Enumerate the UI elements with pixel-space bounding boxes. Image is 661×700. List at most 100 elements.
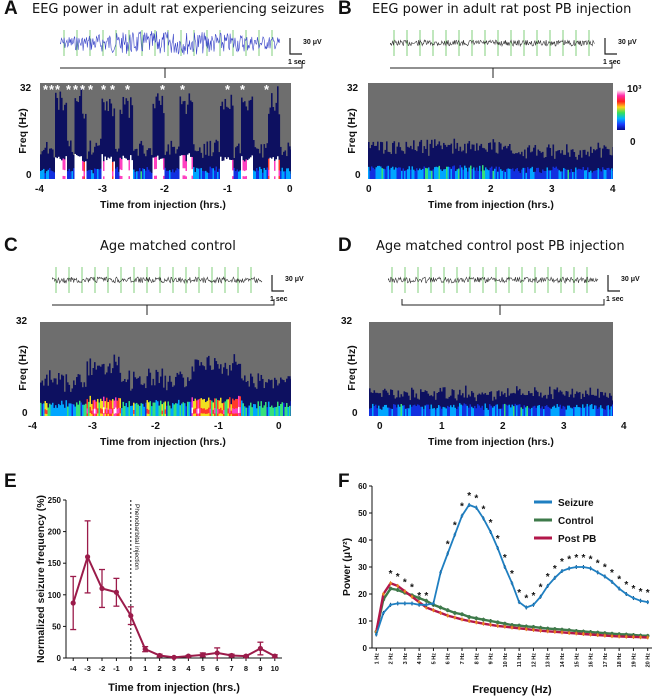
data-point bbox=[214, 650, 220, 656]
spectrogram-column bbox=[67, 140, 69, 179]
spectrogram-low-band bbox=[421, 406, 424, 416]
spectrogram-low-band bbox=[50, 404, 53, 416]
spectrogram-image bbox=[368, 83, 613, 179]
spectrogram-column bbox=[127, 100, 129, 179]
spectrogram-column bbox=[438, 141, 441, 179]
spectrogram-low-band bbox=[185, 406, 188, 416]
spectrogram-peak bbox=[221, 410, 224, 415]
spectrogram-low-band bbox=[115, 168, 117, 179]
spectrogram-column bbox=[570, 149, 573, 179]
spectrogram-column bbox=[176, 372, 179, 416]
spectrogram-low-band bbox=[86, 399, 89, 416]
y-tick-label: 20 bbox=[358, 590, 367, 599]
spectrogram-column bbox=[128, 370, 131, 416]
spectrogram-low-band bbox=[387, 407, 389, 416]
spectrogram-column bbox=[284, 150, 287, 179]
spectrogram-column bbox=[61, 97, 63, 179]
spectrogram-low-band bbox=[395, 167, 397, 179]
spectrogram-low-band bbox=[520, 407, 523, 416]
x-tick-label: 0 bbox=[129, 664, 133, 673]
spectrogram-column bbox=[239, 363, 242, 416]
spectrogram-peak bbox=[247, 170, 249, 177]
spectrogram-column bbox=[532, 396, 535, 416]
data-point bbox=[446, 552, 450, 555]
spectrogram-peak bbox=[104, 168, 107, 176]
spectrogram-column bbox=[232, 105, 234, 179]
spectrogram-peak bbox=[104, 409, 107, 414]
spectrogram-low-band bbox=[600, 171, 603, 179]
spectrogram-column bbox=[211, 156, 213, 179]
spectrogram-column bbox=[388, 395, 391, 416]
x-tick-label: 1 bbox=[143, 664, 147, 673]
spectrogram-low-band bbox=[140, 171, 143, 179]
spectrogram-low-band bbox=[119, 157, 122, 179]
spectrogram-column bbox=[504, 145, 507, 179]
spectrogram-low-band bbox=[107, 401, 110, 416]
spectrogram-column bbox=[608, 149, 610, 179]
data-point bbox=[85, 554, 91, 560]
spectrogram-low-band bbox=[402, 168, 405, 179]
x-tick-label: 11 Hz bbox=[517, 653, 523, 667]
spectrogram-low-band bbox=[552, 406, 554, 416]
spectrogram-low-band bbox=[160, 158, 162, 179]
spectrogram-low-band bbox=[64, 159, 66, 179]
spectrogram-column bbox=[513, 392, 515, 416]
spectrogram-low-band bbox=[47, 169, 50, 179]
spectrogram-column bbox=[605, 146, 607, 179]
spectrogram-low-band bbox=[580, 407, 583, 416]
spectrogram-column bbox=[592, 394, 595, 416]
spectrogram-column bbox=[465, 153, 468, 179]
spectrogram-low-band bbox=[40, 402, 42, 416]
spectrogram-peak bbox=[95, 409, 98, 414]
spectrogram-column bbox=[417, 146, 420, 179]
spectrogram-column bbox=[565, 391, 568, 416]
spectrogram-low-band bbox=[62, 158, 65, 179]
spectrogram-low-band bbox=[97, 169, 99, 179]
spectrogram-low-band bbox=[594, 170, 597, 179]
spectrogram-low-band bbox=[459, 403, 461, 416]
spectrogram-column bbox=[95, 369, 98, 416]
data-point bbox=[524, 627, 528, 631]
spectrogram-column bbox=[382, 390, 385, 416]
spectrogram-peak bbox=[113, 171, 116, 177]
spectrogram-peak bbox=[227, 169, 230, 176]
spectrogram-column bbox=[525, 395, 527, 416]
spectrogram-low-band bbox=[398, 167, 400, 179]
spectrogram-low-band bbox=[515, 169, 517, 179]
spectrogram-low-band bbox=[514, 403, 517, 416]
spectrogram-column bbox=[169, 375, 171, 416]
spectrogram-column bbox=[384, 388, 386, 416]
spectrogram-low-band bbox=[98, 402, 101, 416]
spectrogram-low-band bbox=[485, 167, 487, 179]
spectrogram-peak bbox=[223, 409, 225, 414]
spectrogram-low-band bbox=[254, 404, 257, 416]
spectrogram-low-band bbox=[128, 159, 131, 179]
spectrogram-column bbox=[149, 148, 152, 179]
spectrogram-low-band bbox=[196, 167, 198, 179]
spectrogram-column bbox=[426, 391, 428, 416]
spectrogram-column bbox=[110, 103, 113, 179]
spectrogram-column bbox=[527, 147, 529, 179]
spectrogram-low-band bbox=[166, 405, 168, 416]
spectrogram-low-band bbox=[275, 406, 278, 416]
spectrogram-low-band bbox=[262, 172, 264, 179]
data-point bbox=[439, 611, 442, 615]
spectrogram-column bbox=[290, 149, 291, 179]
spectrogram-column bbox=[62, 110, 65, 179]
spectrogram-column bbox=[244, 375, 246, 416]
spectrogram-column bbox=[202, 365, 204, 416]
data-point bbox=[610, 634, 614, 638]
spectrogram-low-band bbox=[158, 405, 161, 416]
spectrogram-column bbox=[277, 385, 279, 416]
spectrogram-column bbox=[559, 390, 562, 416]
x-tick-label: 2 bbox=[158, 664, 162, 673]
spectrogram-column bbox=[121, 114, 123, 179]
data-point bbox=[574, 632, 578, 635]
spectrogram-low-band bbox=[224, 157, 227, 179]
spectrogram-column bbox=[245, 106, 248, 179]
spectrogram-low-band bbox=[121, 408, 123, 416]
spectrogram-peak bbox=[122, 168, 125, 176]
spectrogram-low-band bbox=[522, 408, 524, 416]
x-tick-label: 5 Hz bbox=[431, 653, 437, 665]
spectrogram-column bbox=[134, 377, 137, 416]
